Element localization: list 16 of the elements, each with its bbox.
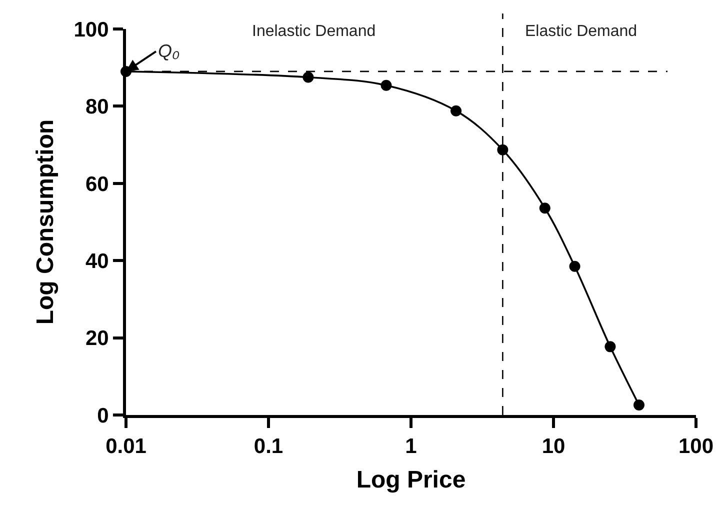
annotation: Q₀ (158, 41, 180, 61)
x-tick-label: 10 (542, 435, 566, 458)
y-tick-label: 100 (74, 18, 109, 42)
y-tick-label: 40 (85, 250, 109, 273)
y-tick-label: 60 (85, 172, 109, 196)
x-tick-label: 0.01 (106, 435, 147, 458)
y-axis-title: Log Consumption (32, 119, 59, 325)
y-tick-label: 20 (85, 327, 109, 350)
annotation: Inelastic Demand (252, 23, 376, 40)
x-tick-label: 1 (405, 435, 418, 458)
y-tick-label: 80 (85, 96, 109, 119)
x-tick-label: 100 (678, 435, 714, 458)
annotation: Elastic Demand (525, 23, 638, 40)
x-tick-label: 0.1 (254, 435, 284, 458)
y-tick-label: 0 (97, 404, 109, 428)
x-axis-title: Log Price (356, 466, 466, 494)
